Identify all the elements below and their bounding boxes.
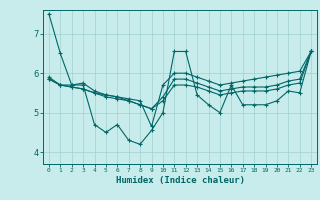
X-axis label: Humidex (Indice chaleur): Humidex (Indice chaleur) <box>116 176 244 185</box>
